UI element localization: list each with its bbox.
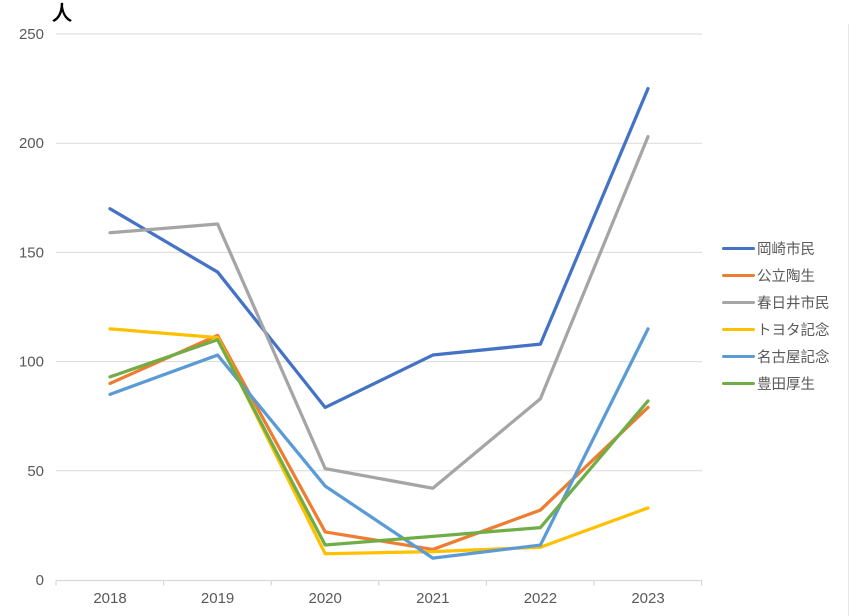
chart-legend: 岡崎市民公立陶生春日井市民トヨタ記念名古屋記念豊田厚生	[722, 235, 830, 397]
y-tick-label-100: 100	[19, 354, 44, 371]
series-line-4	[108, 327, 650, 560]
legend-line-swatch	[722, 246, 755, 251]
series-line-0	[108, 86, 650, 410]
series-line-3	[108, 327, 650, 556]
series-line-1	[108, 333, 650, 552]
legend-line-swatch	[722, 273, 755, 278]
legend-label: 豊田厚生	[757, 377, 815, 393]
legend-label: トヨタ記念	[757, 323, 830, 339]
legend-label: 岡崎市民	[757, 242, 815, 258]
chart-right-border	[848, 24, 849, 616]
legend-item-4: 名古屋記念	[722, 343, 830, 370]
y-axis-unit-label: 人	[52, 3, 72, 25]
legend-item-1: 公立陶生	[722, 262, 830, 289]
x-tick-label-2022: 2022	[524, 590, 557, 607]
legend-item-3: トヨタ記念	[722, 316, 830, 343]
legend-item-2: 春日井市民	[722, 289, 830, 316]
legend-label: 名古屋記念	[757, 350, 830, 366]
legend-line-swatch	[722, 300, 755, 305]
y-tick-label-0: 0	[36, 572, 44, 589]
legend-line-swatch	[722, 354, 755, 359]
x-tick-label-2020: 2020	[309, 590, 342, 607]
legend-line-swatch	[722, 327, 755, 332]
legend-label: 公立陶生	[757, 269, 815, 285]
x-tick-label-2019: 2019	[201, 590, 234, 607]
y-tick-label-50: 50	[27, 463, 44, 480]
series-line-2	[108, 135, 650, 490]
y-tick-label-200: 200	[19, 135, 44, 152]
legend-item-0: 岡崎市民	[722, 235, 830, 262]
y-tick-label-150: 150	[19, 244, 44, 261]
x-tick-label-2018: 2018	[93, 590, 126, 607]
x-tick-label-2023: 2023	[631, 590, 664, 607]
legend-line-swatch	[722, 381, 755, 386]
x-tick-label-2021: 2021	[416, 590, 449, 607]
series-line-5	[108, 338, 650, 547]
y-tick-label-250: 250	[19, 26, 44, 43]
legend-item-5: 豊田厚生	[722, 370, 830, 397]
legend-label: 春日井市民	[757, 296, 830, 312]
